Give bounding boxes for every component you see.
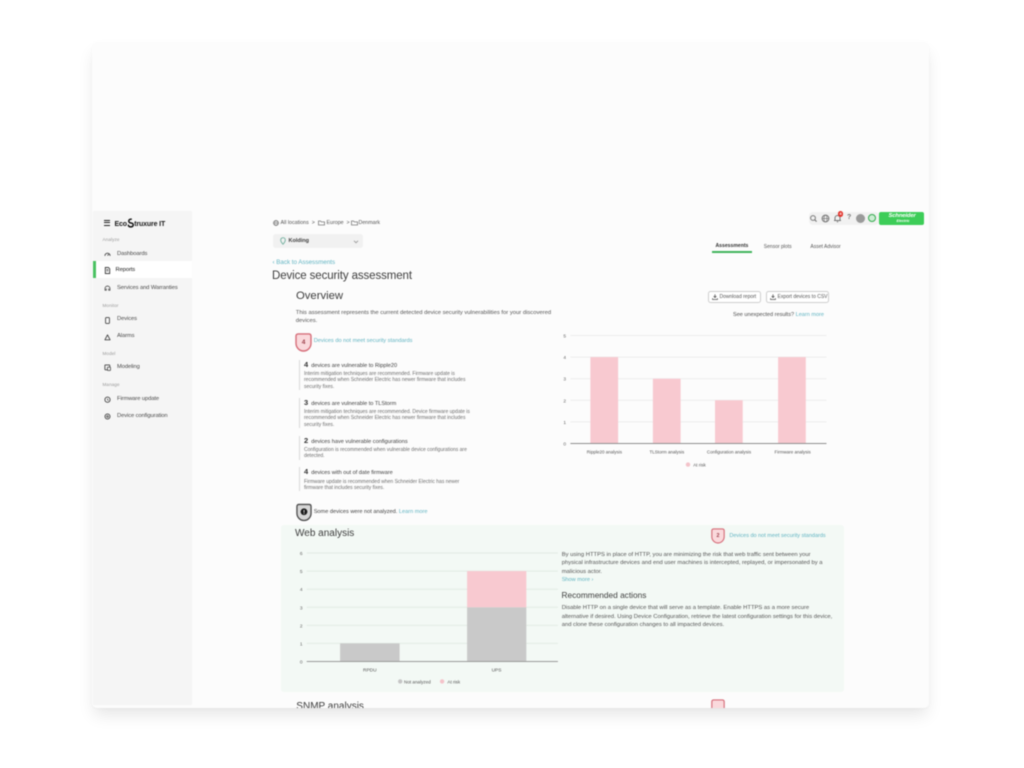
svg-text:Ripple20 analysis: Ripple20 analysis [587, 450, 623, 455]
svg-text:1: 1 [563, 420, 566, 426]
svg-text:TLStorm analysis: TLStorm analysis [650, 450, 686, 455]
svg-text:UPS: UPS [492, 667, 502, 673]
svg-text:4: 4 [563, 355, 566, 361]
svg-text:6: 6 [300, 551, 303, 557]
svg-text:1: 1 [300, 641, 303, 647]
svg-text:0: 0 [300, 660, 303, 666]
svg-text:2: 2 [716, 533, 719, 539]
svg-text:At risk: At risk [447, 679, 460, 684]
svg-text:Firmware analysis: Firmware analysis [774, 450, 811, 455]
svg-text:Not analyzed: Not analyzed [404, 679, 431, 684]
svg-text:3: 3 [300, 605, 303, 611]
svg-text:4: 4 [300, 587, 303, 593]
svg-text:At risk: At risk [693, 463, 706, 468]
svg-text:4: 4 [301, 339, 305, 346]
svg-text:5: 5 [563, 334, 566, 340]
svg-text:3: 3 [563, 377, 566, 383]
svg-text:RPDU: RPDU [363, 667, 377, 673]
svg-text:!: ! [303, 510, 305, 516]
svg-text:0: 0 [563, 442, 566, 448]
svg-text:5: 5 [300, 569, 303, 575]
svg-text:Configuration analysis: Configuration analysis [707, 450, 752, 455]
svg-text:2: 2 [300, 623, 303, 629]
svg-text:2: 2 [563, 398, 566, 404]
